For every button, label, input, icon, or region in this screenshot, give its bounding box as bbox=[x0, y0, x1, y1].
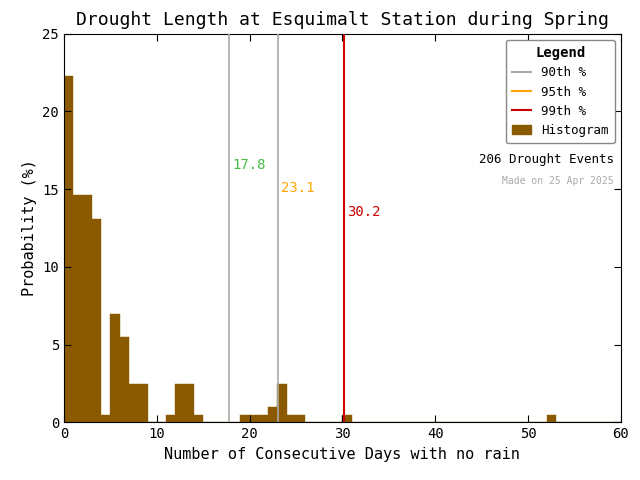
Bar bbox=[101, 415, 111, 422]
Bar bbox=[259, 415, 268, 422]
Bar bbox=[287, 415, 296, 422]
Bar bbox=[64, 75, 73, 422]
Bar bbox=[184, 384, 194, 422]
Bar bbox=[166, 415, 175, 422]
Y-axis label: Probability (%): Probability (%) bbox=[22, 159, 37, 297]
Bar bbox=[92, 219, 101, 422]
Title: Drought Length at Esquimalt Station during Spring: Drought Length at Esquimalt Station duri… bbox=[76, 11, 609, 29]
Legend: 90th %, 95th %, 99th %, Histogram: 90th %, 95th %, 99th %, Histogram bbox=[506, 40, 614, 144]
Bar bbox=[547, 415, 556, 422]
Bar bbox=[278, 384, 287, 422]
Text: 30.2: 30.2 bbox=[347, 204, 381, 219]
Bar bbox=[175, 384, 184, 422]
Bar bbox=[120, 337, 129, 422]
Bar bbox=[342, 415, 352, 422]
Bar bbox=[296, 415, 305, 422]
Bar bbox=[194, 415, 204, 422]
Bar bbox=[250, 415, 259, 422]
Bar bbox=[138, 384, 148, 422]
Text: 206 Drought Events: 206 Drought Events bbox=[479, 153, 614, 166]
Bar bbox=[241, 415, 250, 422]
Bar bbox=[129, 384, 138, 422]
Text: Made on 25 Apr 2025: Made on 25 Apr 2025 bbox=[502, 176, 614, 186]
Text: 23.1: 23.1 bbox=[281, 181, 315, 195]
Bar bbox=[111, 313, 120, 422]
Text: 17.8: 17.8 bbox=[232, 158, 266, 172]
X-axis label: Number of Consecutive Days with no rain: Number of Consecutive Days with no rain bbox=[164, 447, 520, 462]
Bar bbox=[73, 195, 83, 422]
Bar bbox=[268, 407, 277, 422]
Bar bbox=[83, 195, 92, 422]
